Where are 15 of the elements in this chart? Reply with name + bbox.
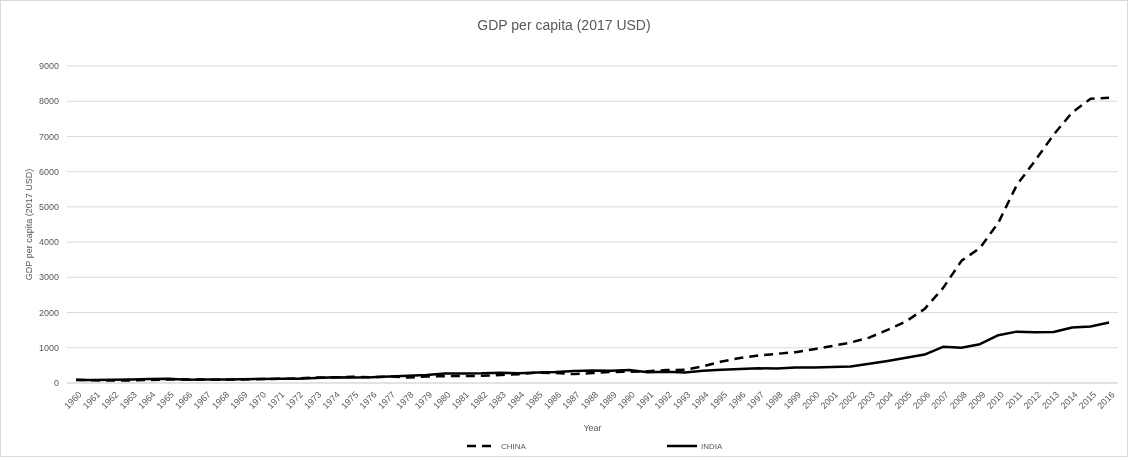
y-tick-label: 6000 — [38, 166, 59, 177]
legend-label: INDIA — [701, 441, 723, 451]
y-tick-label: 9000 — [38, 61, 59, 72]
y-tick-label: 4000 — [38, 237, 59, 248]
y-tick-label: 7000 — [38, 131, 59, 142]
y-tick-label: 3000 — [38, 272, 59, 283]
chart-title: GDP per capita (2017 USD) — [477, 17, 651, 33]
y-tick-label: 2000 — [38, 307, 59, 318]
y-tick-label: 0 — [53, 378, 59, 389]
y-tick-label: 1000 — [38, 342, 59, 353]
x-axis-title: Year — [583, 423, 602, 433]
legend-label: CHINA — [501, 441, 527, 451]
y-tick-label: 5000 — [38, 202, 59, 213]
y-axis-title: GDP per capita (2017 USD) — [24, 168, 34, 281]
y-tick-label: 8000 — [38, 96, 59, 107]
